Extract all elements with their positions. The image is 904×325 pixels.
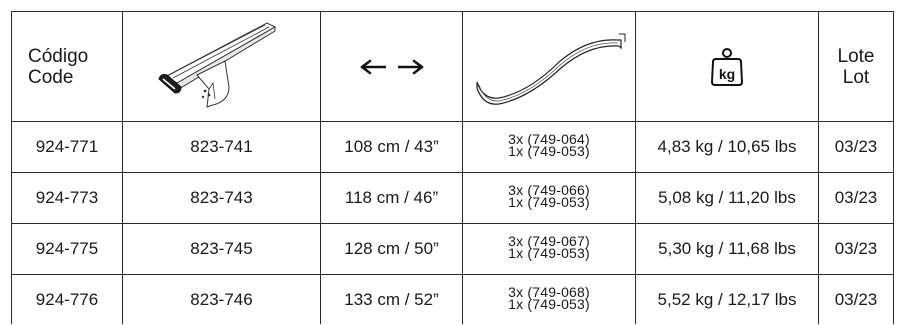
profile-line1: 3x (749-068) <box>508 283 590 300</box>
profile-line1: 3x (749-067) <box>508 233 590 249</box>
cell-bar: 823-745 <box>122 223 321 275</box>
header-length <box>320 11 463 122</box>
profile-line2: 1x (749-053) <box>508 143 590 159</box>
cell-code: 924-776 <box>11 274 123 324</box>
cell-bar: 823-746 <box>122 274 321 324</box>
cell-bar: 823-743 <box>122 172 321 224</box>
cell-lot: 03/23 <box>818 172 894 224</box>
cell-profile: 3x (749-067) 1x (749-053) <box>462 223 636 275</box>
cell-code: 924-773 <box>11 172 123 224</box>
header-code-line1: Código <box>28 45 89 67</box>
header-weight: kg <box>635 11 819 122</box>
cell-weight: 5,30 kg / 11,68 lbs <box>635 223 819 275</box>
table-row: 924-773 823-743 118 cm / 46” 3x (749-066… <box>11 172 894 224</box>
double-arrow-icon <box>360 59 423 74</box>
cell-length: 128 cm / 50” <box>320 223 463 275</box>
cell-length: 108 cm / 43” <box>320 121 463 173</box>
profile-line2: 1x (749-053) <box>508 245 590 261</box>
cell-profile: 3x (749-064) 1x (749-053) <box>462 121 636 173</box>
profile-line2: 1x (749-053) <box>508 295 590 312</box>
roof-bar-icon <box>157 21 276 108</box>
header-lot-line2: Lot <box>842 66 870 88</box>
header-code: Código Code <box>11 11 123 122</box>
rubber-profile-strip-icon <box>476 33 626 105</box>
cell-weight: 4,83 kg / 10,65 lbs <box>635 121 819 173</box>
cell-weight: 5,08 kg / 11,20 lbs <box>635 172 819 224</box>
table-row: 924-771 823-741 108 cm / 43” 3x (749-064… <box>11 121 894 173</box>
profile-line2: 1x (749-053) <box>508 194 590 210</box>
cell-lot: 03/23 <box>818 274 894 324</box>
cell-code: 924-771 <box>11 121 123 173</box>
table-row: 924-775 823-745 128 cm / 50” 3x (749-067… <box>11 223 894 275</box>
header-profile <box>462 11 636 122</box>
cell-lot: 03/23 <box>818 121 894 173</box>
header-lot: Lote Lot <box>818 11 894 122</box>
cell-weight: 5,52 kg / 12,17 lbs <box>635 274 819 324</box>
header-code-line2: Code <box>28 66 74 88</box>
cell-code: 924-775 <box>11 223 123 275</box>
cell-profile: 3x (749-066) 1x (749-053) <box>462 172 636 224</box>
cell-length: 118 cm / 46” <box>320 172 463 224</box>
header-row: Código Code <box>11 11 894 122</box>
cell-lot: 03/23 <box>818 223 894 275</box>
header-lot-line1: Lote <box>837 45 875 67</box>
specification-table: Código Code <box>11 11 894 324</box>
profile-line1: 3x (749-066) <box>508 182 590 198</box>
weight-unit-label: kg <box>719 66 735 82</box>
cell-length: 133 cm / 52” <box>320 274 463 324</box>
table-row: 924-776 823-746 133 cm / 52” 3x (749-068… <box>11 274 894 324</box>
header-bar <box>122 11 321 122</box>
kg-weight-icon: kg <box>710 47 744 86</box>
profile-line1: 3x (749-064) <box>508 131 590 147</box>
cell-profile: 3x (749-068) 1x (749-053) <box>462 274 636 324</box>
cell-bar: 823-741 <box>122 121 321 173</box>
